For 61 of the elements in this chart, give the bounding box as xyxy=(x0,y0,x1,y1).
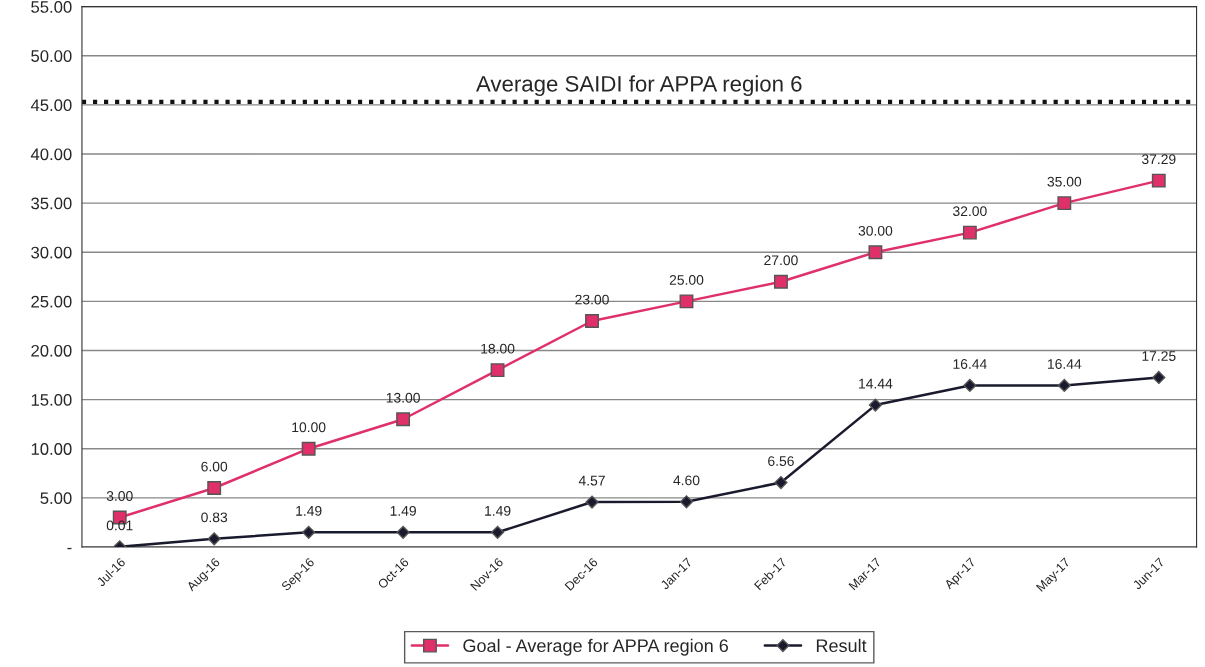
point xyxy=(302,525,316,539)
data-label: 30.00 xyxy=(858,225,893,236)
y-tick-label: - xyxy=(67,547,72,550)
data-label: 13.00 xyxy=(386,392,420,403)
y-tick-label: 40.00 xyxy=(30,148,72,161)
point xyxy=(207,481,222,495)
point xyxy=(396,525,410,539)
point xyxy=(396,412,411,427)
data-label: 6.00 xyxy=(201,461,228,472)
data-label: 27.00 xyxy=(764,255,798,266)
point xyxy=(773,274,788,289)
point xyxy=(1152,370,1166,385)
point xyxy=(490,525,505,539)
y-tick-label: 50.00 xyxy=(31,50,72,62)
y-tick-label: 30.00 xyxy=(31,246,72,259)
legend-label: Result xyxy=(816,638,867,653)
data-label: 0.83 xyxy=(201,512,228,523)
y-tick-label: 20.00 xyxy=(31,344,72,357)
point xyxy=(963,378,977,393)
point xyxy=(679,294,694,309)
point xyxy=(679,495,694,509)
data-label: 23.00 xyxy=(575,294,609,305)
data-label: 18.00 xyxy=(481,343,515,354)
data-label: 17.25 xyxy=(1142,351,1176,361)
data-label: 25.00 xyxy=(669,275,704,285)
data-label: 1.49 xyxy=(296,505,322,516)
point xyxy=(868,398,882,412)
point xyxy=(585,314,599,328)
legend-label: Goal - Average for APPA region 6 xyxy=(463,638,728,656)
point xyxy=(585,495,599,509)
data-label: 6.56 xyxy=(768,456,794,466)
data-label: 3.00 xyxy=(106,491,133,501)
y-tick-label: 45.00 xyxy=(30,99,72,112)
data-label: 4.57 xyxy=(578,475,605,486)
data-label: 16.44 xyxy=(953,359,987,369)
point xyxy=(207,532,221,546)
data-label: 16.44 xyxy=(1048,359,1082,369)
y-tick-label: 15.00 xyxy=(31,393,72,406)
data-label: 37.29 xyxy=(1141,154,1176,165)
data-label: 1.49 xyxy=(390,505,416,516)
point xyxy=(868,245,883,260)
point xyxy=(1057,196,1072,211)
data-label: 4.60 xyxy=(673,475,700,486)
y-tick-label: 10.00 xyxy=(31,443,72,455)
ref-line-label: Average SAIDI for APPA region 6 xyxy=(476,75,802,97)
point xyxy=(1151,173,1166,188)
y-tick-label: 5.00 xyxy=(40,492,72,505)
y-tick-label: 25.00 xyxy=(31,295,72,308)
data-label: 14.44 xyxy=(859,378,893,389)
point xyxy=(774,475,788,490)
point xyxy=(490,363,505,378)
data-label: 10.00 xyxy=(292,422,326,433)
data-label: 1.49 xyxy=(485,505,511,516)
y-tick-label: 35.00 xyxy=(31,197,72,210)
y-tick-label: 55.00 xyxy=(31,1,72,13)
point xyxy=(301,441,316,456)
point xyxy=(962,225,977,240)
data-label: 0.01 xyxy=(106,520,133,531)
data-label: 35.00 xyxy=(1047,176,1082,187)
point xyxy=(1057,378,1071,393)
data-label: 32.00 xyxy=(953,206,987,217)
